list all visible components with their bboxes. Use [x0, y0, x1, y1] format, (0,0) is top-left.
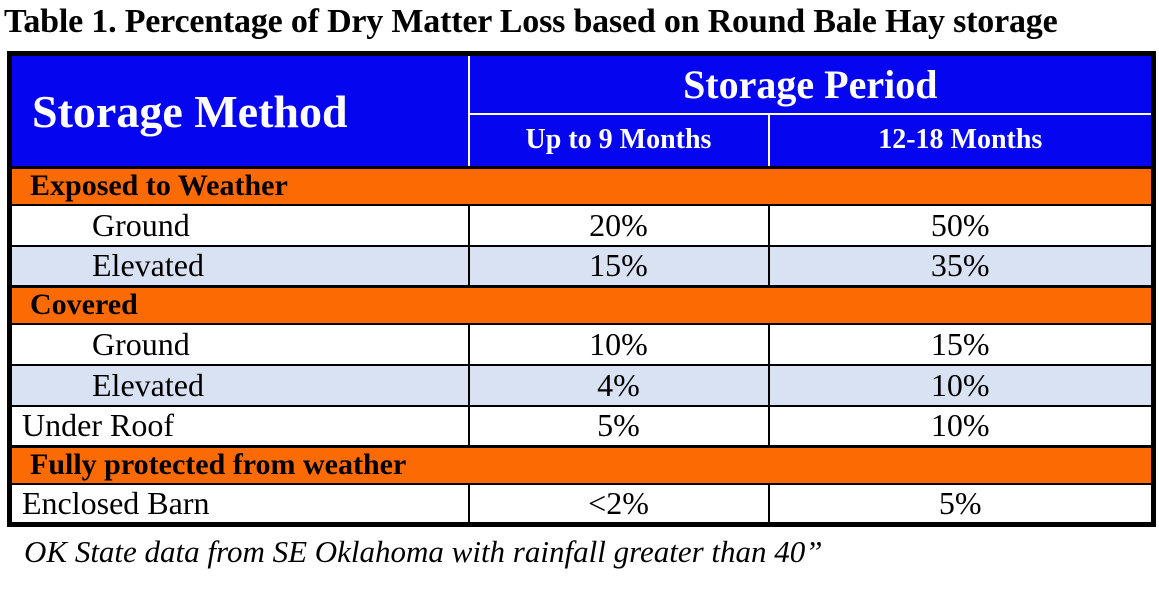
document-page: Table 1. Percentage of Dry Matter Loss b… — [4, 3, 1156, 569]
row-label: Enclosed Barn — [8, 482, 470, 526]
data-row-covered-ground: Ground 10% 15% — [8, 322, 1155, 366]
page-title: Table 1. Percentage of Dry Matter Loss b… — [4, 3, 1058, 40]
header-storage-period: Storage Period — [468, 53, 1154, 115]
section-row-fully-protected: Fully protected from weather — [8, 445, 1155, 485]
value-cell-9mo: 5% — [467, 404, 770, 448]
dry-matter-loss-table: Storage Method Storage Period Up to 9 Mo… — [7, 51, 1156, 527]
data-row-under-roof: Under Roof 5% 10% — [8, 404, 1155, 448]
value-cell-9mo: 4% — [467, 363, 770, 407]
value-cell-12-18mo: 5% — [767, 482, 1155, 526]
value-cell-12-18mo: 10% — [767, 363, 1155, 407]
footnote-source: OK State data from SE Oklahoma with rain… — [24, 534, 823, 569]
data-row-covered-elevated: Elevated 4% 10% — [8, 363, 1155, 407]
value-cell-9mo: <2% — [467, 482, 770, 526]
section-row-exposed: Exposed to Weather — [8, 166, 1155, 206]
header-row-period: Storage Method Storage Period — [9, 53, 1154, 168]
header-row-subcolumns: Up to 9 Months 12-18 Months — [10, 112, 1154, 168]
row-label: Ground — [8, 203, 470, 247]
section-label: Covered — [8, 285, 1155, 325]
subheader-12-18-months: 12-18 Months — [767, 112, 1154, 168]
data-row-exposed-elevated: Elevated 15% 35% — [8, 244, 1155, 288]
value-cell-12-18mo: 10% — [767, 404, 1155, 448]
section-label: Fully protected from weather — [8, 445, 1155, 485]
section-label: Exposed to Weather — [8, 166, 1155, 206]
value-cell-12-18mo: 15% — [767, 322, 1155, 366]
header-storage-method: Storage Method — [9, 53, 470, 168]
row-label: Under Roof — [8, 404, 470, 448]
data-row-exposed-ground: Ground 20% 50% — [8, 203, 1155, 247]
row-label: Elevated — [8, 363, 470, 407]
value-cell-12-18mo: 50% — [767, 203, 1155, 247]
value-cell-9mo: 20% — [467, 203, 770, 247]
data-row-enclosed-barn: Enclosed Barn <2% 5% — [8, 482, 1155, 526]
row-label: Elevated — [8, 244, 470, 288]
value-cell-9mo: 15% — [467, 244, 770, 288]
value-cell-9mo: 10% — [467, 322, 770, 366]
row-label: Ground — [8, 322, 470, 366]
section-row-covered: Covered — [8, 285, 1155, 325]
subheader-up-to-9-months: Up to 9 Months — [468, 112, 769, 168]
value-cell-12-18mo: 35% — [767, 244, 1155, 288]
